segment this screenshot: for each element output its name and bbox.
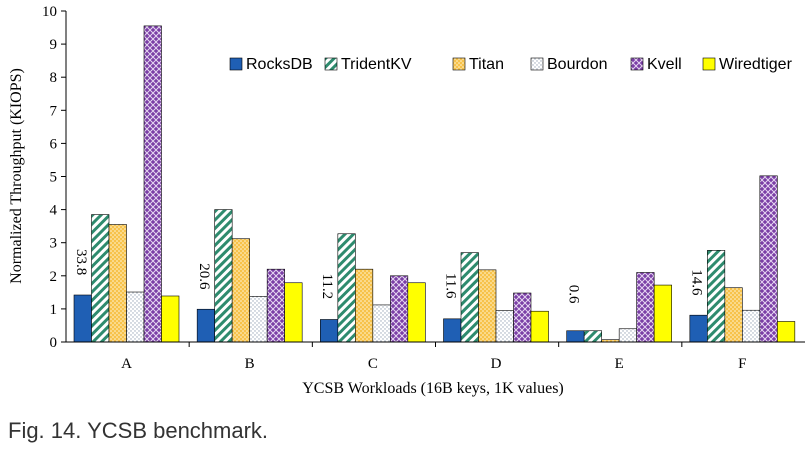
- data-labels: 33.8 20.6 11.2 11.6 0.6 14.6: [73, 249, 705, 304]
- bar-bourdon-f: [742, 309, 761, 343]
- legend-label-bourdon: Bourdon: [547, 56, 608, 73]
- data-label-f: 14.6: [689, 269, 705, 296]
- y-tick-label: 2: [50, 269, 58, 285]
- legend-swatch-rocksdb: [229, 57, 243, 71]
- y-tick-label: 4: [50, 203, 58, 219]
- data-label-c: 11.2: [319, 273, 335, 299]
- x-axis-title: YCSB Workloads (16B keys, 1K values): [302, 380, 564, 397]
- bar-titan-f: [724, 287, 743, 343]
- bar-bourdon-d: [495, 310, 514, 343]
- data-label-d: 11.6: [442, 273, 458, 299]
- figure-caption: Fig. 14. YCSB benchmark.: [8, 418, 269, 443]
- x-tick-label-d: D: [491, 356, 502, 372]
- bar-tridentkv-b: [214, 209, 233, 343]
- y-tick-label: 7: [50, 103, 58, 119]
- legend-swatch-tridentkv: [324, 57, 338, 71]
- legend-label-tridentkv: TridentKV: [341, 56, 412, 73]
- bar-wiredtiger-f: [777, 321, 796, 343]
- y-tick-label: 0: [50, 335, 58, 351]
- legend-label-rocksdb: RocksDB: [246, 56, 313, 73]
- bar-kvell-c: [390, 275, 409, 343]
- bar-kvell-b: [266, 268, 285, 343]
- legend-swatch-titan: [452, 57, 466, 71]
- y-axis-ticks: 0 1 2 3 4 5 6 7 8 9 10: [42, 4, 66, 351]
- y-tick-label: 10: [42, 4, 57, 20]
- x-tick-label-b: B: [245, 356, 255, 372]
- bar-tridentkv-d: [460, 252, 479, 343]
- bar-rocksdb-f: [689, 314, 708, 343]
- bar-bourdon-e: [618, 328, 637, 343]
- bar-tridentkv-f: [707, 250, 726, 343]
- bar-wiredtiger-d: [530, 310, 549, 343]
- x-tick-label-c: C: [368, 356, 378, 372]
- data-label-e: 0.6: [565, 285, 581, 304]
- bar-tridentkv-a: [91, 214, 110, 343]
- y-tick-label: 3: [50, 236, 58, 252]
- x-tick-label-f: F: [738, 356, 746, 372]
- bar-titan-d: [478, 269, 497, 343]
- data-label-a: 33.8: [73, 249, 89, 275]
- legend-swatch-bourdon: [530, 57, 544, 71]
- bar-titan-c: [355, 268, 374, 343]
- bar-wiredtiger-c: [407, 282, 426, 343]
- bar-rocksdb-c: [320, 319, 339, 343]
- bar-bourdon-c: [372, 304, 391, 343]
- bar-kvell-d: [513, 292, 532, 343]
- legend-swatch-kvell: [630, 57, 644, 71]
- bar-rocksdb-d: [443, 318, 462, 343]
- data-label-b: 20.6: [196, 263, 212, 290]
- bar-rocksdb-e: [566, 330, 585, 343]
- legend: RocksDB TridentKV Titan Bourdon Kvell Wiredti…: [229, 56, 793, 73]
- legend-swatch-wiredtiger: [702, 57, 716, 71]
- bar-tridentkv-e: [583, 330, 602, 343]
- y-tick-label: 1: [50, 302, 58, 318]
- bar-titan-b: [231, 238, 250, 343]
- y-axis-title: Normalized Throughput (KIOPS): [8, 68, 25, 284]
- x-axis-ticks: A B C D E F: [121, 342, 747, 372]
- y-tick-label: 6: [50, 136, 58, 152]
- bar-bourdon-b: [249, 296, 268, 343]
- y-tick-label: 9: [50, 37, 58, 53]
- bar-rocksdb-b: [196, 308, 215, 343]
- bar-wiredtiger-e: [653, 284, 672, 343]
- bar-rocksdb-a: [73, 294, 92, 343]
- y-tick-label: 8: [50, 70, 58, 86]
- legend-label-kvell: Kvell: [647, 56, 682, 73]
- y-tick-label: 5: [50, 170, 58, 186]
- legend-label-titan: Titan: [469, 56, 504, 73]
- bar-bourdon-a: [126, 291, 145, 343]
- bar-kvell-e: [636, 272, 655, 343]
- x-tick-label-e: E: [615, 356, 624, 372]
- bar-wiredtiger-b: [284, 282, 303, 343]
- bars: [73, 25, 796, 343]
- legend-label-wiredtiger: Wiredtiger: [719, 56, 793, 73]
- x-tick-label-a: A: [121, 356, 132, 372]
- bar-titan-a: [108, 224, 127, 343]
- ycsb-bar-chart: 0 1 2 3 4 5 6 7 8 9 10 33.8 20.6 11.2 11.6 0.6 14.6 A B C…: [8, 4, 805, 397]
- bar-kvell-f: [759, 175, 778, 343]
- bar-tridentkv-c: [337, 233, 356, 343]
- bar-wiredtiger-a: [161, 295, 180, 343]
- bar-kvell-a: [143, 25, 162, 343]
